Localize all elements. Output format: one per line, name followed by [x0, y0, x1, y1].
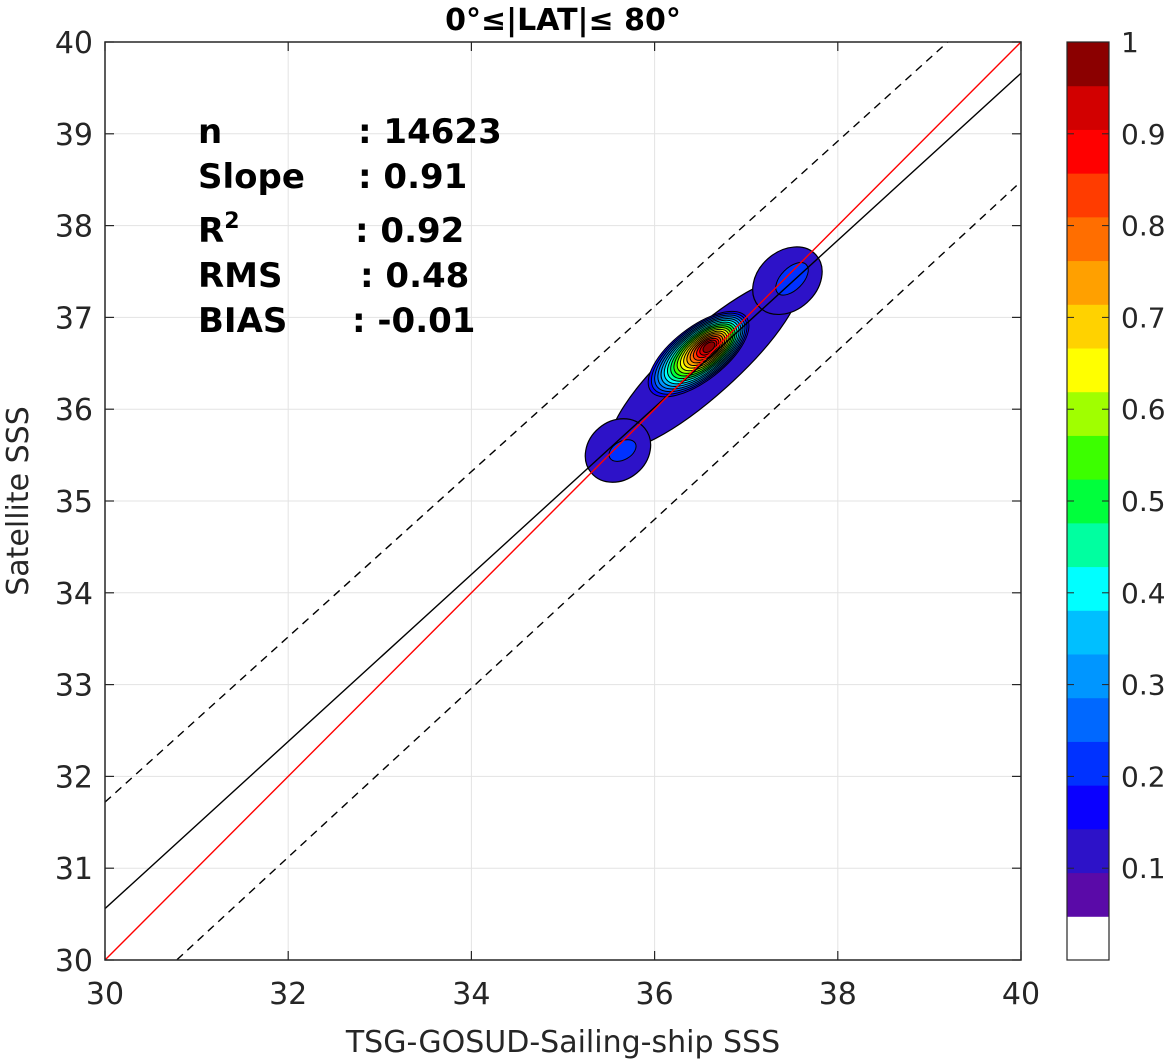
x-tick-label: 34	[452, 977, 490, 1012]
y-tick-label: 35	[55, 485, 93, 520]
x-tick-label: 30	[86, 977, 124, 1012]
x-tick-label: 40	[1002, 977, 1040, 1012]
colorbar-tick-label: 0.8	[1121, 210, 1166, 243]
colorbar-segment	[1067, 872, 1109, 917]
x-tick-label: 32	[269, 977, 307, 1012]
colorbar-segment	[1067, 435, 1109, 480]
stat-label: RMS	[198, 256, 283, 296]
colorbar-tick-label: 0.3	[1121, 669, 1166, 702]
y-tick-label: 33	[55, 669, 93, 704]
stat-label: BIAS	[198, 301, 287, 341]
axis-ticks: 30 32 34 36 38 40 30 31 32 33 34 35 36 37 38 39 40	[55, 26, 1040, 1012]
colorbar-segment	[1067, 566, 1109, 611]
colorbar-segment	[1067, 85, 1109, 130]
colorbar-tick-label: 0.7	[1121, 301, 1166, 334]
stat-label: Slope	[198, 157, 305, 197]
colorbar-tick-label: 0.1	[1121, 852, 1166, 885]
colorbar-segment	[1067, 129, 1109, 174]
colorbar-segment	[1067, 697, 1109, 742]
colorbar-segment	[1067, 42, 1109, 87]
y-tick-label: 38	[55, 210, 93, 245]
colorbar-segment	[1067, 654, 1109, 699]
density-contour-secondary	[608, 439, 637, 462]
fit-lines	[105, 42, 1021, 960]
colorbar-segment	[1067, 522, 1109, 568]
colorbar-tick-label: 0.5	[1121, 485, 1166, 518]
colorbar: 0.1 0.2 0.3 0.4 0.5 0.6 0.7 0.8 0.9 1	[1066, 26, 1166, 961]
stat-value: : 14623	[358, 112, 502, 152]
colorbar-tick-label: 0.6	[1121, 393, 1166, 426]
one-to-one-line	[105, 42, 1021, 960]
stat-value: : 0.92	[355, 211, 464, 251]
colorbar-tick-label: 0.9	[1121, 118, 1166, 151]
y-axis-label: Satellite SSS	[1, 406, 36, 596]
colorbar-segment	[1067, 260, 1109, 305]
y-tick-label: 31	[55, 852, 93, 887]
density-contours	[584, 246, 823, 483]
colorbar-segment	[1067, 610, 1109, 655]
colorbar-tick-label: 1	[1121, 26, 1139, 59]
density-contour-secondary	[775, 262, 809, 296]
y-tick-label: 40	[55, 26, 93, 61]
colorbar-segment	[1067, 391, 1109, 436]
colorbar-segment	[1067, 785, 1109, 830]
y-tick-label: 39	[55, 118, 93, 153]
colorbar-tick-label: 0.4	[1121, 577, 1166, 610]
stat-value: : -0.01	[352, 301, 475, 341]
x-axis-label: TSG-GOSUD-Sailing-ship SSS	[345, 1025, 780, 1060]
colorbar-tick-label: 0.2	[1121, 760, 1166, 793]
y-tick-label: 30	[55, 944, 93, 979]
y-tick-label: 36	[55, 393, 93, 428]
y-tick-label: 34	[55, 577, 93, 612]
chart-title: 0°≤|LAT|≤ 80°	[445, 3, 681, 38]
stat-value: : 0.91	[358, 157, 467, 197]
density-contour-level	[702, 341, 716, 353]
regression-line	[105, 72, 1021, 910]
colorbar-segment	[1067, 741, 1109, 786]
lower-bound-line	[175, 181, 1021, 960]
colorbar-segment	[1067, 304, 1109, 349]
colorbar-segment	[1067, 348, 1109, 393]
colorbar-segment	[1067, 216, 1109, 262]
y-tick-label: 37	[55, 301, 93, 336]
colorbar-segment	[1067, 173, 1109, 218]
stat-value: : 0.48	[360, 256, 469, 296]
y-tick-label: 32	[55, 760, 93, 795]
stat-label: n	[198, 112, 222, 152]
x-tick-label: 38	[819, 977, 857, 1012]
grid-lines	[104, 41, 1022, 961]
colorbar-segment	[1067, 828, 1109, 874]
upper-bound-line	[105, 42, 949, 803]
x-tick-label: 36	[636, 977, 674, 1012]
colorbar-segment	[1067, 916, 1109, 961]
